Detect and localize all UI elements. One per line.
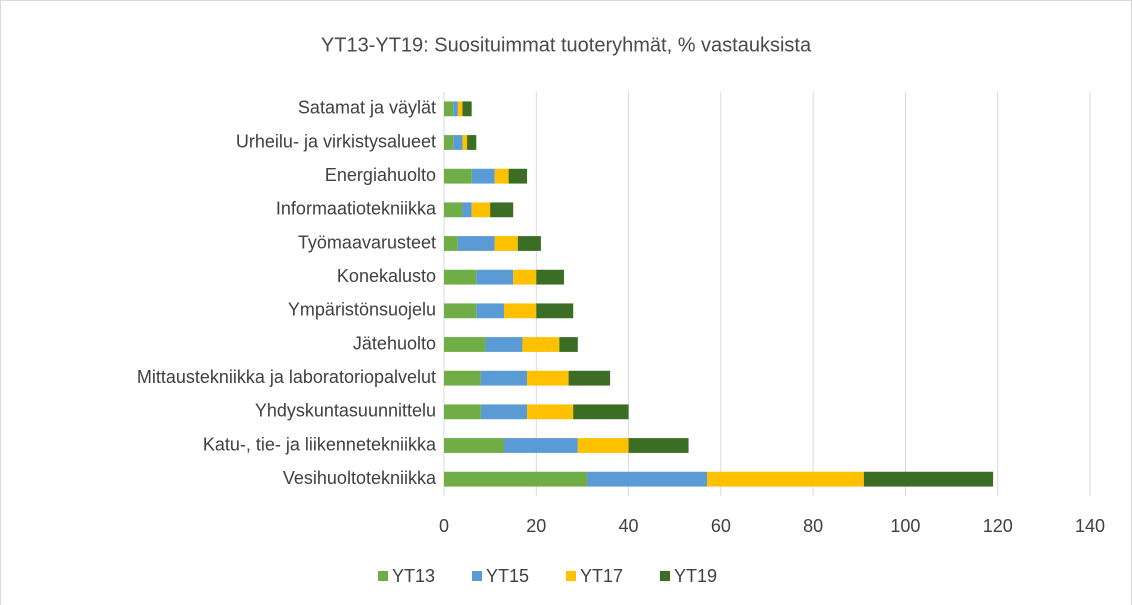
bar-segment <box>471 202 491 218</box>
bar-segment <box>490 202 514 218</box>
legend-swatch <box>566 571 576 581</box>
x-tick-label: 100 <box>890 516 920 536</box>
bar-segment <box>453 101 458 117</box>
x-tick-label: 0 <box>439 516 449 536</box>
y-tick-label: Urheilu- ja virkistysalueet <box>236 131 436 151</box>
bar-segment <box>444 168 472 184</box>
bar-segment <box>527 404 574 420</box>
y-tick-label: Vesihuoltotekniikka <box>283 468 437 488</box>
legend-swatch <box>660 571 670 581</box>
y-tick-label: Satamat ja väylät <box>298 98 436 118</box>
chart-title: YT13-YT19: Suosituimmat tuoteryhmät, % v… <box>321 34 812 56</box>
bar-segment <box>444 202 463 218</box>
bar-segment <box>480 404 528 420</box>
y-tick-label: Informaatiotekniikka <box>276 199 437 219</box>
y-tick-label: Konekalusto <box>337 266 436 286</box>
bar-segment <box>457 236 495 251</box>
bar-segment <box>444 404 481 420</box>
x-tick-label: 140 <box>1075 516 1105 536</box>
bar-segment <box>444 303 477 319</box>
bar-segment <box>471 168 495 184</box>
bar-segment <box>494 168 509 184</box>
bar-segment <box>568 370 611 386</box>
x-tick-label: 60 <box>711 516 731 536</box>
bar-segment <box>444 269 477 285</box>
bar-segment <box>485 337 523 352</box>
bar-segment <box>462 135 468 150</box>
bar-segment <box>476 269 514 285</box>
y-tick-label: Jätehuolto <box>353 333 436 353</box>
bar-segment <box>480 370 528 386</box>
legend-swatch <box>472 571 482 581</box>
bar-segment <box>587 471 708 487</box>
x-tick-label: 80 <box>803 516 823 536</box>
bar-segment <box>444 337 486 352</box>
bar-segment <box>513 269 537 285</box>
bar-segment <box>517 236 541 251</box>
x-tick-label: 20 <box>526 516 546 536</box>
bar-segment <box>462 202 472 218</box>
bar-segment <box>494 236 518 251</box>
y-tick-label: Yhdyskuntasuunnittelu <box>255 401 436 421</box>
bar-segment <box>467 135 477 150</box>
legend-label: YT15 <box>486 566 529 586</box>
legend-label: YT13 <box>392 566 435 586</box>
bar-segment <box>457 101 463 117</box>
y-tick-label: Työmaavarusteet <box>298 232 436 252</box>
bar-segment <box>527 370 569 386</box>
bar-segment <box>503 303 537 319</box>
legend-label: YT19 <box>674 566 717 586</box>
legend-label: YT17 <box>580 566 623 586</box>
bar-segment <box>536 303 574 319</box>
y-tick-label: Ympäristönsuojelu <box>288 300 436 320</box>
legend-swatch <box>378 571 388 581</box>
bar-segment <box>573 404 629 420</box>
bar-segment <box>444 101 454 117</box>
bar-segment <box>522 337 560 352</box>
bar-segment <box>444 135 454 150</box>
bar-segment <box>503 438 578 453</box>
bar-segment <box>707 471 864 487</box>
y-tick-label: Mittaustekniikka ja laboratoriopalvelut <box>137 367 436 387</box>
bar-segment <box>444 471 588 487</box>
bar-segment <box>508 168 528 184</box>
bar-segment <box>559 337 578 352</box>
bar-segment <box>536 269 564 285</box>
y-tick-label: Katu-, tie- ja liikennetekniikka <box>203 434 437 454</box>
y-tick-label: Energiahuolto <box>325 165 436 185</box>
bar-segment <box>462 101 472 117</box>
bar-segment <box>628 438 689 453</box>
bar-segment <box>453 135 463 150</box>
x-tick-label: 40 <box>619 516 639 536</box>
bar-segment <box>577 438 629 453</box>
bar-segment <box>476 303 504 319</box>
x-tick-label: 120 <box>983 516 1013 536</box>
bar-segment <box>444 438 504 453</box>
bar-segment <box>444 236 458 251</box>
bar-segment <box>444 370 481 386</box>
bar-segment <box>863 471 994 487</box>
